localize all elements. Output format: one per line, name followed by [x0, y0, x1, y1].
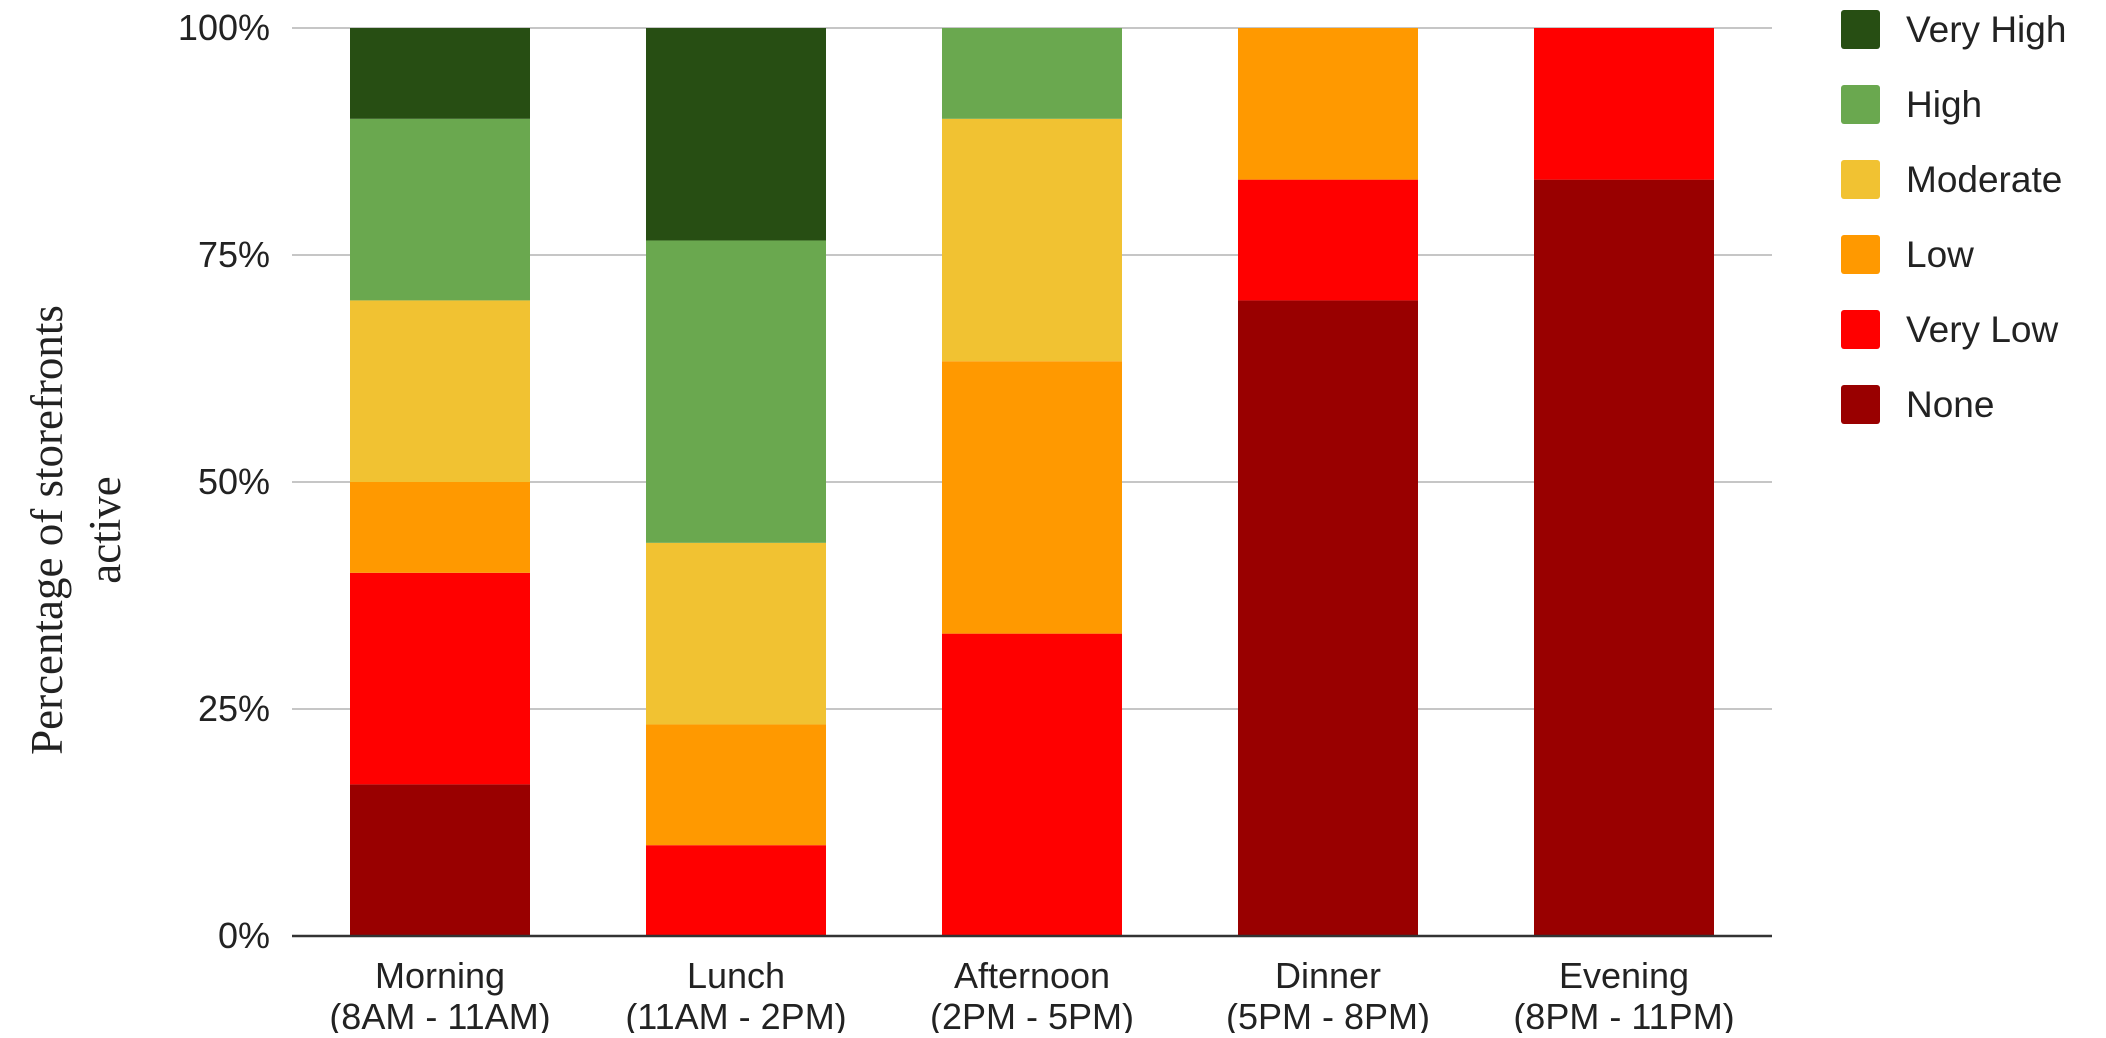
- legend: Very High High Moderate Low Very Low None: [1841, 9, 2066, 425]
- bar-segment: [1238, 28, 1418, 180]
- legend-swatch: [1841, 160, 1880, 199]
- legend-swatch: [1841, 310, 1880, 349]
- legend-swatch: [1841, 10, 1880, 49]
- bar-segment: [646, 28, 826, 241]
- y-tick-label: 100%: [178, 7, 270, 48]
- x-tick-label: Evening: [1559, 955, 1689, 996]
- bar-segment: [1534, 28, 1714, 180]
- bar-segment: [942, 361, 1122, 634]
- x-tick-label: (5PM - 8PM): [1226, 996, 1430, 1033]
- x-tick-label: (8PM - 11PM): [1513, 996, 1734, 1033]
- bars: [350, 28, 1714, 937]
- bar-segment: [1238, 179, 1418, 301]
- y-axis-title: active: [80, 476, 130, 583]
- legend-swatch: [1841, 235, 1880, 274]
- bar-segment: [350, 28, 530, 119]
- bar-segment: [1238, 300, 1418, 936]
- bar-segment: [350, 784, 530, 936]
- y-tick-label: 0%: [218, 915, 270, 956]
- x-tick-label: Afternoon: [954, 955, 1110, 996]
- x-tick-label: Dinner: [1275, 955, 1381, 996]
- y-tick-label: 75%: [198, 234, 270, 275]
- x-tick-label: (8AM - 11AM): [329, 996, 550, 1033]
- bar-segment: [942, 28, 1122, 119]
- legend-label: Very High: [1906, 9, 2066, 50]
- axis-titles: Percentage of storefronts active: [22, 305, 130, 755]
- legend-label: Low: [1906, 234, 1974, 275]
- y-tick-label: 50%: [198, 461, 270, 502]
- bar-segment: [646, 724, 826, 846]
- legend-label: Very Low: [1906, 309, 2058, 350]
- bar-segment: [350, 118, 530, 301]
- legend-label: High: [1906, 84, 1982, 125]
- legend-swatch: [1841, 385, 1880, 424]
- bar-segment: [942, 118, 1122, 362]
- bar-segment: [646, 845, 826, 936]
- axes: 0%25%50%75%100%Morning(8AM - 11AM)Lunch(…: [178, 7, 1772, 1037]
- bar-segment: [350, 300, 530, 482]
- bar-segment: [1534, 179, 1714, 937]
- bar-segment: [646, 542, 826, 725]
- x-tick-label: (11AM - 2PM): [625, 996, 846, 1033]
- legend-label: Moderate: [1906, 159, 2062, 200]
- y-tick-label: 25%: [198, 688, 270, 729]
- x-tick-label: (2PM - 5PM): [930, 996, 1134, 1033]
- x-tick-label: Morning: [375, 955, 505, 996]
- bar-segment: [646, 240, 826, 543]
- bar-segment: [942, 633, 1122, 936]
- y-axis-title: Percentage of storefronts: [22, 305, 72, 755]
- bar-segment: [350, 572, 530, 785]
- x-tick-label: Lunch: [687, 955, 785, 996]
- legend-swatch: [1841, 85, 1880, 124]
- legend-label: None: [1906, 384, 1994, 425]
- bar-segment: [350, 482, 530, 573]
